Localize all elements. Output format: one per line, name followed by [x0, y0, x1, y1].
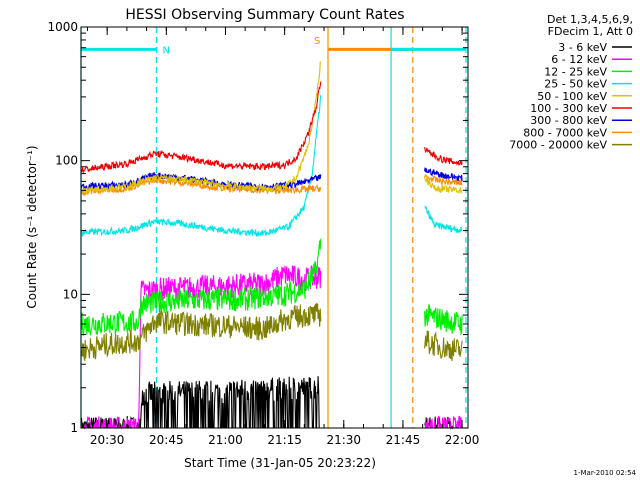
legend-label-5: 100 - 300 keV	[530, 102, 607, 115]
y-axis-label: Count Rate (s⁻¹ detector⁻¹)	[25, 145, 39, 308]
x-tick-label-5: 21:45	[386, 433, 421, 447]
y-tick-label-0: 1	[70, 421, 78, 435]
legend-label-4: 50 - 100 keV	[537, 90, 607, 103]
legend-label-2: 12 - 25 keV	[544, 65, 607, 78]
legend-label-8: 7000 - 20000 keV	[509, 139, 607, 152]
y-tick-label-1: 10	[63, 287, 78, 301]
x-tick-label-1: 20:45	[149, 433, 184, 447]
y-tick-label-2: 100	[55, 154, 78, 168]
y-tick-label-3: 1000	[47, 20, 78, 34]
series-line-1-seg-0	[80, 265, 322, 430]
series-line-4-seg-0	[80, 61, 322, 195]
x-tick-label-6: 22:00	[445, 433, 480, 447]
series-line-7-seg-1	[424, 173, 463, 187]
flag-label-S: S	[314, 36, 320, 47]
series-line-3-seg-1	[424, 205, 463, 234]
series-line-2-seg-1	[424, 304, 463, 336]
legend: Det 1,3,4,5,6,9,FDecim 1, Att 0 3 - 6 keV…	[509, 13, 633, 152]
series-line-3-seg-0	[80, 95, 322, 238]
legend-header-0: Det 1,3,4,5,6,9,	[547, 13, 633, 26]
series-line-8-seg-0	[80, 302, 322, 361]
plot-frame	[80, 26, 469, 429]
legend-header-1: FDecim 1, Att 0	[548, 25, 633, 38]
series-line-2-seg-0	[80, 238, 322, 336]
flag-label-N: N	[162, 45, 169, 56]
x-tick-label-0: 20:30	[90, 433, 125, 447]
series-line-4-seg-1	[424, 175, 463, 195]
series-line-5-seg-0	[80, 81, 322, 173]
legend-label-1: 6 - 12 keV	[551, 53, 607, 66]
legend-label-6: 300 - 800 keV	[530, 114, 607, 127]
chart-title: HESSI Observing Summary Count Rates	[125, 7, 404, 23]
x-axis-label: Start Time (31-Jan-05 20:23:22)	[184, 456, 376, 470]
legend-label-7: 800 - 7000 keV	[523, 126, 607, 139]
x-tick-label-2: 21:00	[208, 433, 243, 447]
series-line-8-seg-1	[424, 330, 463, 361]
timestamp: 1-Mar-2010 02:54	[574, 469, 637, 477]
series-line-6-seg-1	[424, 167, 463, 182]
legend-label-0: 3 - 6 keV	[558, 41, 607, 54]
x-tick-label-3: 21:15	[267, 433, 302, 447]
series-line-5-seg-1	[424, 147, 463, 166]
x-tick-label-4: 21:30	[326, 433, 361, 447]
legend-label-3: 25 - 50 keV	[544, 78, 607, 91]
series-line-1-seg-1	[424, 415, 463, 429]
